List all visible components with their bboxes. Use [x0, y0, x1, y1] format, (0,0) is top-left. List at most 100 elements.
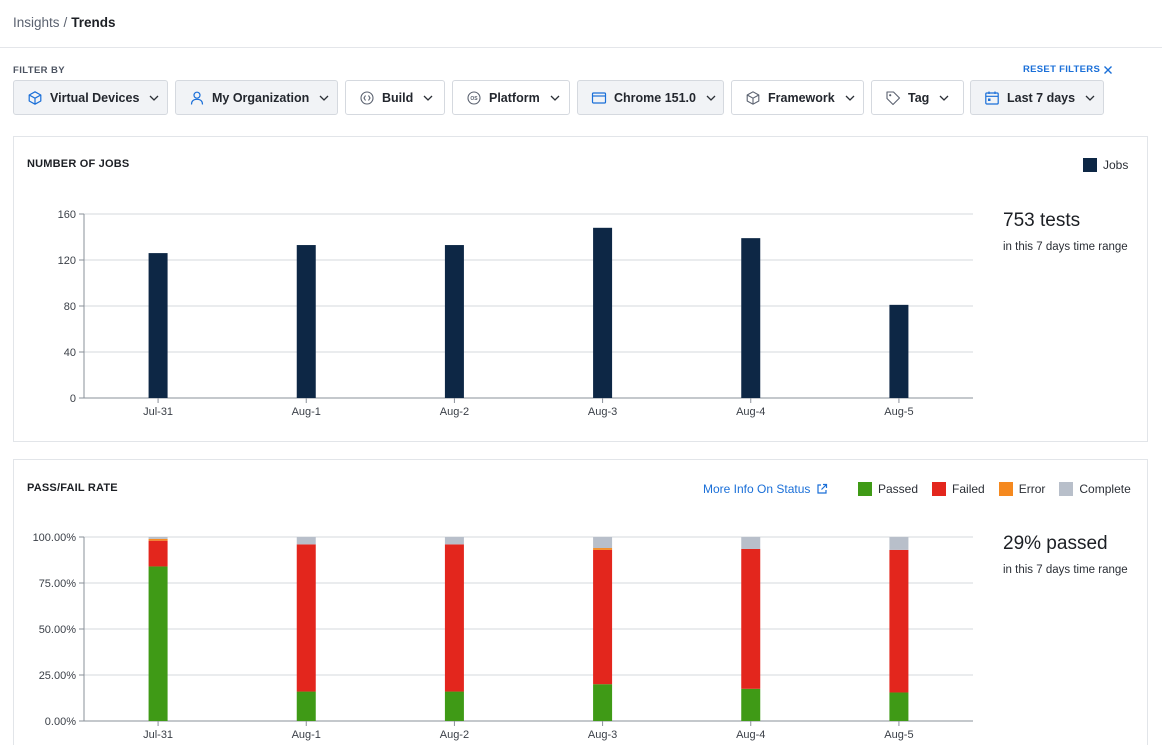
- bar-complete[interactable]: [444, 537, 464, 545]
- external-link-icon: [817, 483, 828, 494]
- chevron-down-icon: [318, 92, 330, 104]
- legend-item-error: Error: [998, 482, 1045, 496]
- pass-summary-caption: in this 7 days time range: [1003, 564, 1128, 576]
- calendar-icon: [984, 90, 1000, 106]
- bar-failed[interactable]: [148, 540, 168, 567]
- legend-label: Passed: [878, 482, 919, 496]
- legend-item-passed: Passed: [858, 482, 918, 496]
- filter-label: Virtual Devices: [50, 90, 140, 105]
- y-tick-label: 160: [58, 209, 76, 221]
- pass-fail-rate-card: PASS/FAIL RATE More Info On Status Passe…: [13, 459, 1148, 745]
- bar-passed[interactable]: [741, 688, 761, 721]
- x-tick-label: Aug-3: [588, 406, 617, 418]
- reset-filters-label: RESET FILTERS: [1023, 64, 1101, 75]
- x-tick-label: Jul-31: [143, 406, 173, 418]
- x-tick-label: Aug-5: [884, 729, 913, 741]
- legend-swatch: [1059, 482, 1074, 496]
- close-icon: [1104, 65, 1113, 74]
- bar-complete[interactable]: [148, 537, 168, 539]
- chevron-down-icon: [844, 92, 856, 104]
- filter-tag[interactable]: Tag: [871, 80, 964, 115]
- x-tick-label: Aug-2: [440, 406, 469, 418]
- bar-complete[interactable]: [889, 537, 909, 550]
- legend-label: Jobs: [1103, 158, 1129, 172]
- pass-summary-value: 29% passed: [1003, 533, 1108, 554]
- filter-build[interactable]: Build: [345, 80, 445, 115]
- page-header: Insights / Trends: [0, 0, 1162, 48]
- bar-jobs[interactable]: [444, 245, 464, 398]
- jobs-summary-value: 753 tests: [1003, 210, 1081, 231]
- chevron-down-icon: [148, 92, 160, 104]
- browser-window-icon: [591, 90, 607, 106]
- chevron-down-icon: [938, 92, 950, 104]
- filter-label: Chrome 151.0: [614, 90, 696, 105]
- bar-jobs[interactable]: [593, 227, 613, 398]
- x-tick-label: Jul-31: [143, 729, 173, 741]
- x-tick-label: Aug-4: [736, 406, 765, 418]
- x-tick-label: Aug-3: [588, 729, 617, 741]
- os-icon: OS: [466, 90, 482, 106]
- bar-complete[interactable]: [296, 537, 316, 545]
- breadcrumb-insights-link[interactable]: Insights: [13, 15, 60, 30]
- jobs-bar-chart: 0 40 80 120 160 Jul-31 Aug-1 Aug-2 Aug-3 Aug-4 Aug…: [58, 209, 973, 418]
- bar-failed[interactable]: [741, 548, 761, 689]
- pass-fail-legend: Passed Failed Error Complete: [844, 482, 1131, 496]
- bar-jobs[interactable]: [148, 253, 168, 398]
- more-info-label: More Info On Status: [703, 482, 811, 496]
- y-tick-label: 50.00%: [39, 624, 77, 636]
- cube-outline-icon: [745, 90, 761, 106]
- bar-passed[interactable]: [148, 566, 168, 721]
- filter-browser[interactable]: Chrome 151.0: [577, 80, 724, 115]
- bar-jobs[interactable]: [889, 304, 909, 398]
- filter-label: Framework: [768, 90, 835, 105]
- number-of-jobs-card: NUMBER OF JOBS Jobs 753 tests in this 7 …: [13, 136, 1148, 442]
- filter-platform[interactable]: OS Platform: [452, 80, 570, 115]
- legend-swatch: [932, 482, 947, 496]
- pass-fail-stacked-bar-chart: 0.00% 25.00% 50.00% 75.00% 100.00% Jul-31 Aug-…: [33, 532, 973, 741]
- x-tick-label: Aug-2: [440, 729, 469, 741]
- breadcrumb: Insights / Trends: [13, 15, 116, 30]
- filter-date-range[interactable]: Last 7 days: [970, 80, 1104, 115]
- bar-passed[interactable]: [444, 691, 464, 721]
- legend-item-jobs: Jobs: [1083, 158, 1128, 172]
- chevron-down-icon: [422, 92, 434, 104]
- x-tick-label: Aug-4: [736, 729, 765, 741]
- y-tick-label: 0: [70, 393, 76, 405]
- legend-swatch: [1083, 158, 1097, 172]
- chevron-down-icon: [1084, 92, 1096, 104]
- legend-swatch: [998, 482, 1013, 496]
- bar-passed[interactable]: [296, 691, 316, 721]
- legend-label: Complete: [1079, 482, 1131, 496]
- bar-failed[interactable]: [444, 544, 464, 692]
- chevron-down-icon: [549, 92, 561, 104]
- legend-label: Failed: [952, 482, 985, 496]
- legend-item-complete: Complete: [1059, 482, 1131, 496]
- filter-framework[interactable]: Framework: [731, 80, 864, 115]
- bar-passed[interactable]: [593, 684, 613, 721]
- filter-label: Last 7 days: [1007, 90, 1076, 105]
- bar-complete[interactable]: [593, 537, 613, 549]
- x-tick-label: Aug-5: [884, 406, 913, 418]
- bar-error[interactable]: [593, 548, 613, 550]
- bar-passed[interactable]: [889, 692, 909, 721]
- more-info-on-status-link[interactable]: More Info On Status: [703, 482, 828, 496]
- legend-item-failed: Failed: [932, 482, 985, 496]
- filter-virtual-devices[interactable]: Virtual Devices: [13, 80, 168, 115]
- user-icon: [189, 90, 205, 106]
- filter-label: My Organization: [212, 90, 310, 105]
- bar-jobs[interactable]: [741, 238, 761, 398]
- filter-organization[interactable]: My Organization: [175, 80, 338, 115]
- bar-failed[interactable]: [593, 549, 613, 685]
- bar-jobs[interactable]: [296, 245, 316, 398]
- bar-error[interactable]: [148, 538, 168, 541]
- y-tick-label: 40: [64, 347, 76, 359]
- reset-filters-button[interactable]: RESET FILTERS: [1023, 64, 1113, 75]
- bar-complete[interactable]: [741, 537, 761, 549]
- breadcrumb-separator: /: [63, 15, 68, 30]
- y-tick-label: 120: [58, 255, 76, 267]
- cube-icon: [27, 90, 43, 106]
- legend-swatch: [858, 482, 872, 496]
- y-tick-label: 25.00%: [39, 670, 77, 682]
- bar-failed[interactable]: [296, 544, 316, 692]
- bar-failed[interactable]: [889, 549, 909, 693]
